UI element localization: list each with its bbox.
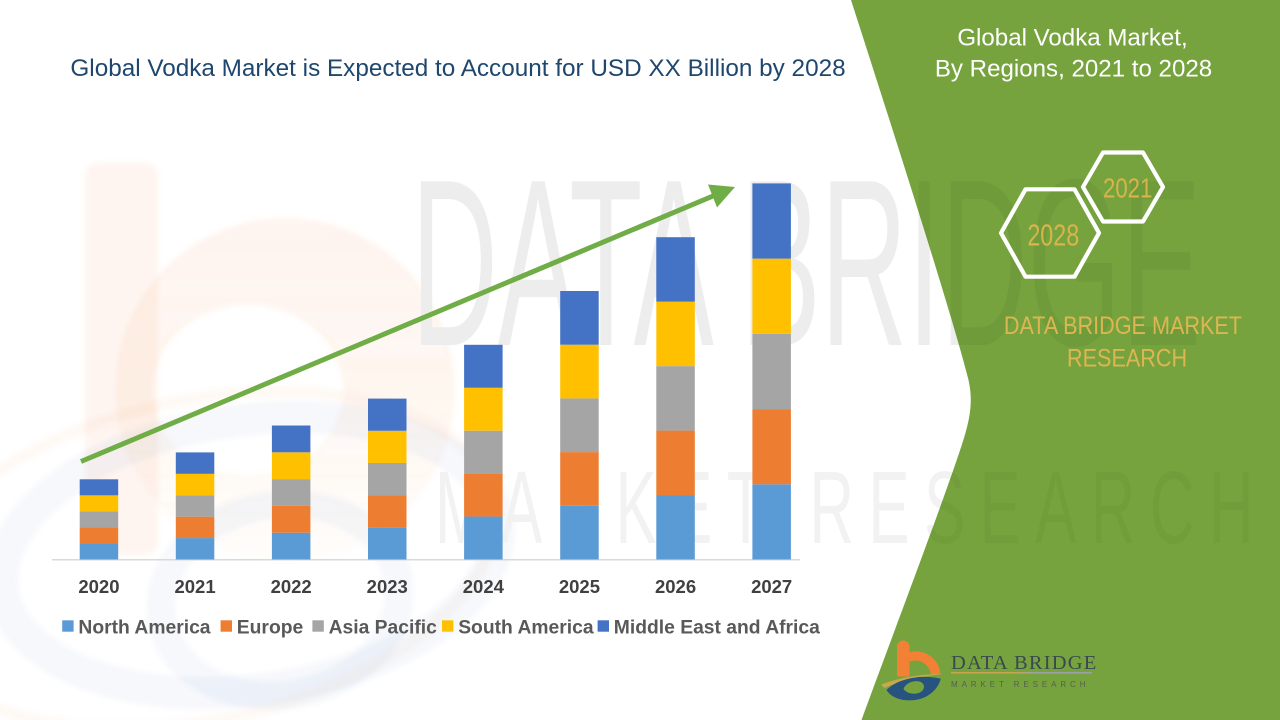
- svg-text:Asia Pacific: Asia Pacific: [329, 618, 438, 639]
- svg-text:2026: 2026: [655, 576, 696, 597]
- svg-text:2025: 2025: [559, 576, 600, 597]
- svg-text:2023: 2023: [367, 576, 408, 597]
- svg-text:2021: 2021: [1103, 173, 1152, 204]
- svg-text:Global Vodka Market,: Global Vodka Market,: [957, 25, 1187, 52]
- svg-text:Middle East and Africa: Middle East and Africa: [614, 618, 820, 639]
- svg-text:2020: 2020: [78, 576, 119, 597]
- svg-text:Europe: Europe: [237, 618, 304, 639]
- svg-text:RESEARCH: RESEARCH: [1067, 344, 1187, 372]
- svg-text:2021: 2021: [174, 576, 215, 597]
- svg-text:DATA BRIDGE MARKET: DATA BRIDGE MARKET: [1004, 311, 1242, 339]
- svg-text:2027: 2027: [751, 576, 792, 597]
- svg-text:DATA BRIDGE: DATA BRIDGE: [951, 652, 1098, 674]
- svg-text:By Regions, 2021 to 2028: By Regions, 2021 to 2028: [935, 56, 1212, 83]
- svg-text:2024: 2024: [463, 576, 505, 597]
- svg-text:Global Vodka Market is Expecte: Global Vodka Market is Expected to Accou…: [70, 55, 845, 82]
- svg-text:2028: 2028: [1027, 218, 1079, 253]
- svg-text:MARKET RESEARCH: MARKET RESEARCH: [951, 680, 1089, 689]
- svg-text:2022: 2022: [271, 576, 312, 597]
- svg-text:North America: North America: [78, 618, 210, 639]
- svg-text:South America: South America: [458, 618, 594, 639]
